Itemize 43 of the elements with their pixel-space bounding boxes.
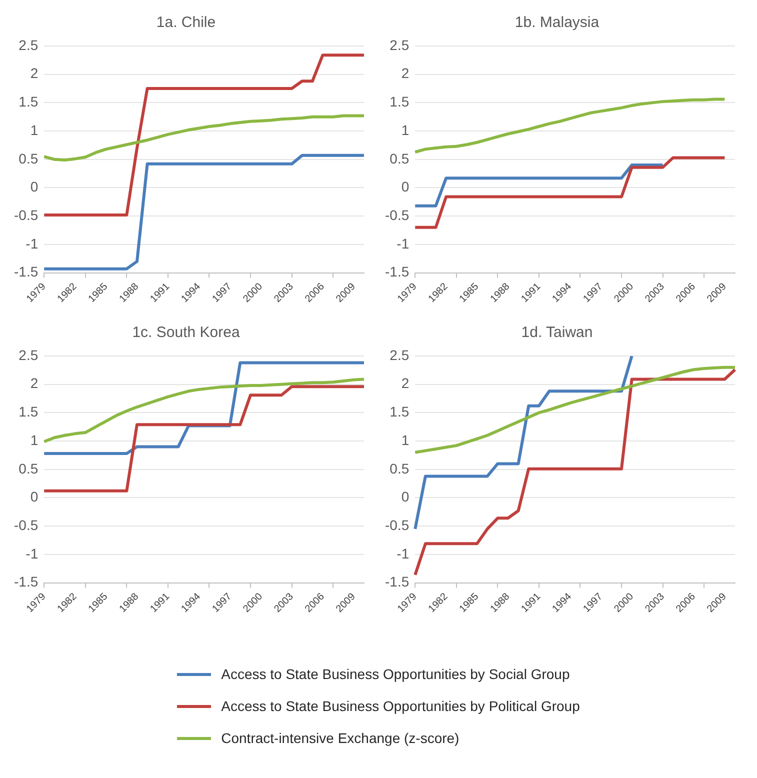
y-tick-label: 2 — [30, 375, 38, 392]
y-tick-label: 1.5 — [18, 94, 38, 110]
y-tick-label: 0.5 — [390, 150, 410, 166]
y-tick-label: 1 — [30, 122, 38, 138]
y-tick-label: 2.5 — [18, 346, 38, 363]
y-tick-label: -0.5 — [385, 206, 410, 223]
y-tick-label: 1.5 — [18, 404, 38, 420]
y-tick-label: 2.5 — [18, 36, 38, 53]
y-tick-label: -1 — [396, 545, 410, 562]
y-tick-label: -1.5 — [385, 264, 410, 280]
y-tick-label: 0 — [30, 178, 38, 195]
chart-title: 1d. Taiwan — [521, 324, 593, 342]
legend-label: Contract-intensive Exchange (z-score) — [221, 730, 460, 746]
y-tick-label: 0 — [30, 488, 38, 505]
y-tick-label: 2 — [401, 375, 410, 392]
y-tick-label: 2 — [401, 65, 410, 82]
y-tick-label: -0.5 — [14, 516, 38, 533]
y-tick-label: 0 — [401, 488, 410, 505]
y-tick-label: 0.5 — [18, 460, 38, 476]
y-tick-label: -0.5 — [14, 206, 38, 223]
y-tick-label: -0.5 — [385, 516, 410, 533]
y-tick-label: 2.5 — [390, 36, 410, 53]
y-tick-label: 1 — [401, 122, 410, 138]
y-tick-label: -1.5 — [14, 264, 38, 280]
y-tick-label: 1 — [401, 432, 410, 448]
y-tick-label: 1 — [30, 432, 38, 448]
y-tick-label: 2.5 — [390, 346, 410, 363]
legend-label: Access to State Business Opportunities by Political Group — [221, 698, 580, 714]
y-tick-label: 0.5 — [18, 150, 38, 166]
y-tick-label: -1.5 — [385, 574, 410, 590]
chart-title: 1a. Chile — [156, 14, 216, 32]
y-tick-label: -1 — [396, 235, 410, 252]
y-tick-label: 1.5 — [390, 404, 410, 420]
y-tick-label: -1 — [26, 235, 38, 252]
chart-title: 1c. South Korea — [132, 324, 240, 342]
y-tick-label: 0.5 — [390, 460, 410, 476]
y-tick-label: -1 — [26, 545, 38, 562]
y-tick-label: 0 — [401, 178, 410, 195]
chart-title: 1b. Malaysia — [514, 14, 600, 32]
y-tick-label: 1.5 — [390, 94, 410, 110]
y-tick-label: 2 — [30, 65, 38, 82]
y-tick-label: -1.5 — [14, 574, 38, 590]
legend-label: Access to State Business Opportunities by Social Group — [221, 666, 570, 682]
